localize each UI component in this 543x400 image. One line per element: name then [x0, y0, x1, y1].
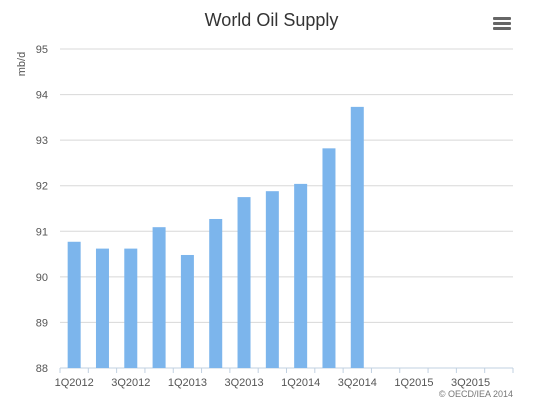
y-tick-label: 91	[36, 226, 48, 238]
x-tick-label: 1Q2013	[168, 377, 207, 389]
bar	[180, 254, 194, 368]
bar	[265, 191, 279, 368]
credit-label: © OECD/IEA 2014	[439, 389, 513, 399]
bar	[322, 148, 336, 368]
bar	[152, 227, 166, 368]
y-tick-label: 89	[36, 317, 48, 329]
x-tick-label: 1Q2015	[394, 377, 433, 389]
hamburger-menu-icon[interactable]	[493, 17, 511, 31]
y-tick-label: 94	[36, 90, 48, 102]
x-tick-label: 1Q2012	[55, 377, 94, 389]
x-tick-label: 3Q2013	[224, 377, 263, 389]
bar	[237, 197, 251, 368]
bar	[95, 248, 109, 368]
y-tick-label: 90	[36, 272, 48, 284]
x-tick-label: 3Q2012	[111, 377, 150, 389]
y-tick-label: 88	[36, 363, 48, 375]
x-tick-label: 3Q2014	[338, 377, 377, 389]
bar	[67, 241, 81, 368]
x-tick-label: 3Q2015	[451, 377, 490, 389]
bar	[124, 248, 138, 368]
bar	[209, 218, 223, 368]
y-axis-title: mb/d	[16, 52, 28, 76]
y-tick-label: 92	[36, 181, 48, 193]
y-tick-label: 93	[36, 135, 48, 147]
chart-title: World Oil Supply	[204, 10, 339, 30]
bar	[350, 106, 364, 368]
y-tick-label: 95	[36, 44, 48, 56]
bar	[294, 183, 308, 368]
x-tick-label: 1Q2014	[281, 377, 320, 389]
